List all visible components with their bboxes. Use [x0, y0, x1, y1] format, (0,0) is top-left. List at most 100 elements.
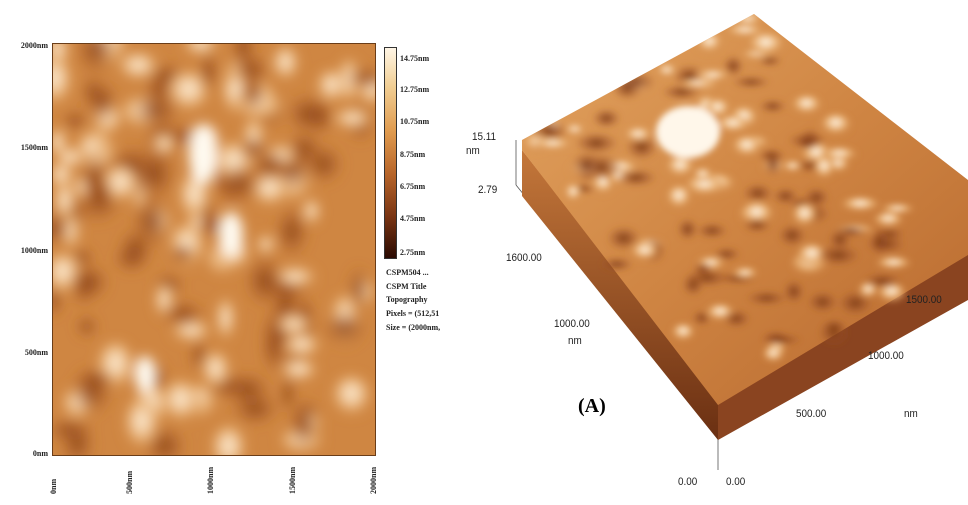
grain-shadow: [71, 264, 109, 300]
right-axis-tick: 1000.00: [868, 350, 904, 362]
surface-peak: [782, 161, 803, 174]
grain-peak: [219, 212, 243, 256]
grain-shadow: [244, 254, 285, 307]
surface-peak: [695, 32, 723, 56]
left-axis-unit: nm: [568, 335, 582, 347]
grain-shadow: [274, 205, 309, 258]
afm-3d-surface: 15.11 nm 2.79 1600.00 1000.00 nm 1500.00…: [456, 0, 968, 500]
y-tick-label: 0nm: [32, 449, 48, 458]
surface-valley: [798, 136, 817, 150]
surface-valley: [804, 187, 829, 208]
surface-valley: [743, 184, 773, 203]
grain-highlight: [200, 352, 231, 393]
y-tick-label: 1000nm: [20, 246, 48, 255]
surface-peak: [665, 186, 692, 212]
surface-valley: [783, 280, 804, 303]
surface-valley: [723, 310, 750, 328]
surface-valley: [677, 218, 698, 240]
surface-major-peak: [656, 106, 720, 158]
surface-peak: [564, 184, 582, 204]
surface-peak: [671, 324, 695, 343]
grain-highlight: [302, 199, 321, 228]
topography-texture: [53, 44, 375, 455]
scan-info-line: CSPM Title: [386, 282, 427, 291]
surface-side-wall: [522, 150, 718, 440]
surface-valley: [870, 228, 889, 255]
grain-shadow: [279, 374, 297, 414]
surface-peak: [875, 257, 912, 271]
grain-shadow: [53, 213, 73, 245]
surface-peak: [821, 147, 858, 163]
grain-shadow: [169, 243, 196, 265]
grain-shadow: [119, 228, 153, 268]
surface-peak: [629, 242, 660, 263]
panel-label: (A): [578, 395, 606, 417]
surface-valley: [697, 223, 727, 238]
grain-highlight: [53, 55, 73, 111]
surface-valley: [713, 247, 740, 261]
x-tick-label: 500nm: [125, 470, 134, 494]
surface-valley: [723, 56, 743, 76]
grain-shadow: [145, 78, 173, 103]
right-axis-tick: 1500.00: [906, 294, 942, 306]
height-colorbar: [384, 47, 397, 259]
surface-peak: [532, 138, 574, 152]
grain-shadow: [231, 44, 255, 73]
right-axis-unit: nm: [904, 408, 918, 420]
surface-valley: [759, 100, 786, 113]
surface-peak: [683, 175, 726, 199]
grain-shadow: [77, 369, 115, 390]
colorbar-label: 12.75nm: [400, 85, 430, 94]
grain-shadow: [344, 66, 375, 90]
right-axis-tick: 500.00: [796, 408, 827, 420]
grain-shadow: [161, 300, 205, 329]
surface-peak: [724, 25, 766, 38]
x-tick-label: 2000nm: [369, 466, 378, 494]
colorbar-label: 10.75nm: [400, 117, 430, 126]
colorbar-label: 6.75nm: [400, 182, 426, 191]
grain-shadow: [322, 310, 367, 346]
x-tick-label: 1500nm: [288, 466, 297, 494]
grain-highlight: [117, 52, 159, 83]
grain-shadow: [348, 266, 369, 312]
grain-shadow: [223, 372, 271, 407]
colorbar-label: 2.75nm: [400, 248, 426, 257]
left-axis-tick: 1000.00: [554, 318, 590, 330]
grain-shadow: [133, 145, 176, 201]
grain-highlight: [331, 376, 372, 420]
surface-valley: [600, 257, 633, 271]
surface-peak: [656, 64, 678, 79]
grain-highlight: [256, 235, 276, 256]
grain-highlight: [276, 315, 312, 338]
grain-shadow: [198, 49, 219, 93]
grain-shadow: [75, 315, 98, 338]
x-tick-label: 0nm: [49, 478, 58, 494]
colorbar-label: 14.75nm: [400, 54, 430, 63]
surface-peak: [872, 212, 904, 229]
surface-valley: [808, 291, 838, 313]
surface-peak: [665, 156, 696, 181]
surface-valley: [616, 169, 656, 186]
surface-valley: [778, 224, 806, 246]
surface-peak: [694, 70, 732, 83]
grain-shadow: [62, 110, 88, 132]
surface-peak: [731, 268, 759, 280]
surface-valley: [817, 245, 859, 266]
grain-shadow: [304, 144, 343, 184]
grain-highlight: [161, 380, 201, 427]
surface-valley: [607, 226, 640, 250]
grain-shadow: [239, 75, 266, 111]
grain-shadow: [238, 135, 269, 162]
surface-valley: [773, 188, 798, 205]
grain-shadow: [286, 93, 329, 135]
grain-shadow: [76, 44, 116, 75]
z-min-label: 2.79: [478, 184, 498, 196]
surface-valley: [732, 76, 770, 88]
grain-peak: [189, 124, 217, 184]
surface-peak: [564, 124, 586, 137]
scan-info-line: Topography: [386, 295, 428, 304]
grain-highlight: [75, 136, 107, 160]
z-max-label: 15.11: [472, 131, 497, 143]
y-tick-label: 2000nm: [20, 41, 48, 50]
grain-shadow: [90, 80, 116, 124]
